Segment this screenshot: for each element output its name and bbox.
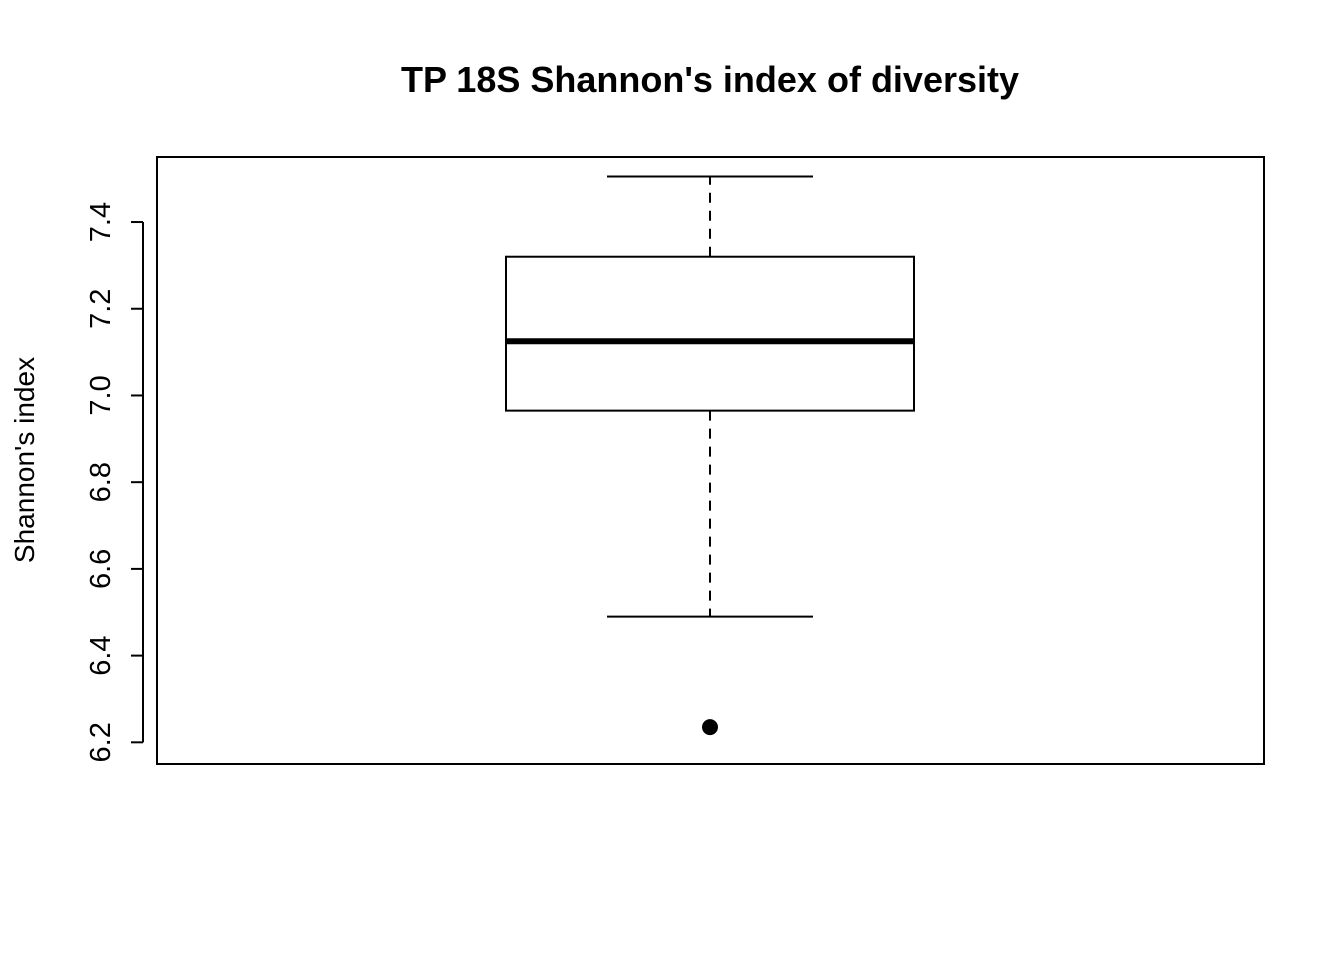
y-tick-label: 6.4 <box>85 635 117 675</box>
y-tick-label: 7.4 <box>85 202 117 242</box>
box-plot <box>505 175 915 736</box>
y-tick-label: 7.2 <box>85 289 117 329</box>
y-axis-label: Shannon's index <box>9 357 40 563</box>
y-axis: 6.2 6.4 6.6 6.8 7.0 7.2 7.4 <box>85 202 144 762</box>
y-tick-label: 6.6 <box>85 549 117 589</box>
iqr-box <box>505 255 915 412</box>
y-tick-label: 7.0 <box>85 375 117 415</box>
chart-title: TP 18S Shannon's index of diversity <box>401 59 1019 100</box>
y-tick-label: 6.2 <box>85 722 117 762</box>
outlier-point <box>702 719 718 736</box>
y-tick-label: 6.8 <box>85 462 117 502</box>
plot-frame <box>156 156 1265 765</box>
